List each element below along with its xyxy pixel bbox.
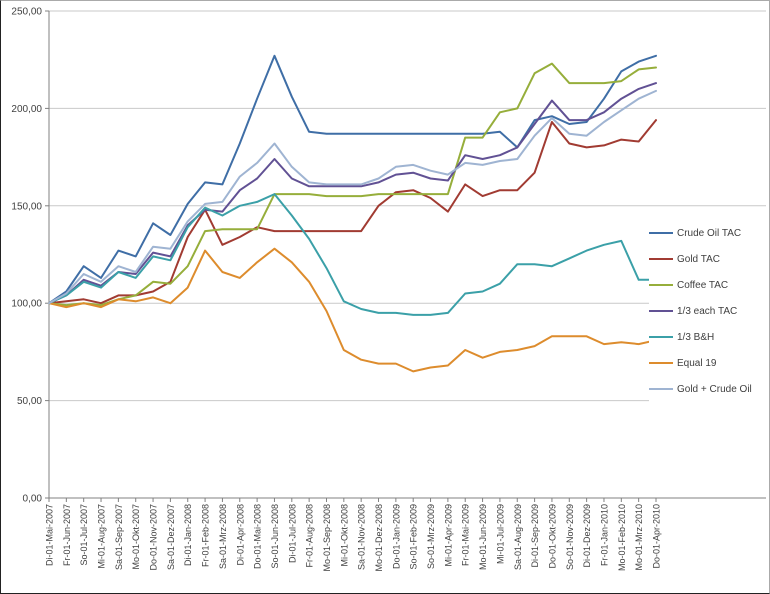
x-axis-label: Mo-01-Feb-2010 xyxy=(617,504,627,571)
series-line-1-3-each-tac xyxy=(48,82,657,305)
y-axis-label: 100,00 xyxy=(11,299,42,310)
y-axis-label: 200,00 xyxy=(11,104,42,115)
x-axis-label: Do-01-Okt-2009 xyxy=(547,504,557,569)
legend-label: 1/3 B&H xyxy=(677,331,715,343)
x-axis-label: So-01-Jun-2008 xyxy=(270,504,280,569)
legend-label: Gold TAC xyxy=(677,253,720,265)
x-axis-label: Di-01-Apr-2008 xyxy=(235,504,245,566)
x-axis-label: Do-01-Nov-2007 xyxy=(149,504,159,571)
x-axis-label: Fr-01-Aug-2008 xyxy=(305,504,315,568)
x-axis-label: Mo-01-Sep-2008 xyxy=(322,504,332,572)
y-axis-label: 250,00 xyxy=(11,7,42,18)
x-axis-label: So-01-Feb-2009 xyxy=(409,504,419,570)
x-axis-label: Mi-01-Apr-2009 xyxy=(443,504,453,567)
x-axis-label: Di-01-Dez-2009 xyxy=(582,504,592,568)
x-axis-label: Fr-01-Mai-2009 xyxy=(461,504,471,566)
x-axis-label: Sa-01-Nov-2008 xyxy=(357,504,367,570)
legend-label: Crude Oil TAC xyxy=(677,227,742,239)
x-axis-label: Fr-01-Feb-2008 xyxy=(201,504,211,567)
chart-legend: Crude Oil TAC Gold TAC Coffee TAC 1/3 each … xyxy=(649,220,769,402)
x-axis-label: Sa-01-Dez-2007 xyxy=(166,504,176,570)
x-axis-label: Di-01-Jul-2008 xyxy=(287,504,297,563)
legend-item: Gold TAC xyxy=(649,246,769,272)
legend-line-sample xyxy=(649,388,673,390)
x-axis-label: Di-01-Sep-2009 xyxy=(530,504,540,568)
x-axis-label: So-01-Jul-2007 xyxy=(79,504,89,566)
legend-item: Equal 19 xyxy=(649,350,769,376)
series-line-1-3-b-h xyxy=(48,193,657,316)
x-axis-label: Do-01-Mai-2008 xyxy=(253,504,263,569)
x-axis-label: Di-01-Mai-2007 xyxy=(45,504,55,566)
legend-line-sample xyxy=(649,232,673,234)
legend-line-sample xyxy=(649,310,673,312)
legend-item: 1/3 each TAC xyxy=(649,298,769,324)
x-axis-label: Mo-01-Mrz-2010 xyxy=(634,504,644,571)
series-line-equal-19 xyxy=(48,247,657,373)
legend-item: 1/3 B&H xyxy=(649,324,769,350)
x-axis-label: So-01-Mrz-2009 xyxy=(426,504,436,569)
legend-label: Coffee TAC xyxy=(677,279,729,291)
legend-label: Gold + Crude Oil xyxy=(677,383,752,395)
legend-item: Crude Oil TAC xyxy=(649,220,769,246)
x-axis-label: Mo-01-Jun-2009 xyxy=(478,504,488,570)
x-axis-label: Sa-01-Aug-2009 xyxy=(513,504,523,570)
x-axis-label: Sa-01-Mrz-2008 xyxy=(218,504,228,569)
legend-line-sample xyxy=(649,336,673,338)
x-axis-label: Fr-01-Jun-2007 xyxy=(62,504,72,566)
x-axis-label: Do-01-Apr-2010 xyxy=(652,504,662,569)
x-axis-label: Mi-01-Jul-2009 xyxy=(495,504,505,564)
x-axis-label: So-01-Nov-2009 xyxy=(565,504,575,570)
y-axis-label: 50,00 xyxy=(17,396,42,407)
series-line-gold-tac xyxy=(48,119,657,305)
x-axis-label: Do-01-Jan-2009 xyxy=(391,504,401,569)
x-axis-label: Sa-01-Sep-2007 xyxy=(114,504,124,570)
y-axis-label: 0,00 xyxy=(23,494,43,505)
series-line-coffee-tac xyxy=(48,62,657,307)
x-axis-label: Mo-01-Okt-2007 xyxy=(131,504,141,570)
x-axis-label: Mo-01-Dez-2008 xyxy=(374,504,384,572)
legend-item: Coffee TAC xyxy=(649,272,769,298)
x-axis-label: Mi-01-Okt-2008 xyxy=(339,504,349,567)
legend-line-sample xyxy=(649,258,673,260)
x-axis-label: Mi-01-Aug-2007 xyxy=(97,504,107,569)
legend-line-sample xyxy=(649,362,673,364)
series-line-crude-oil-tac xyxy=(48,54,657,305)
x-axis-label: Di-01-Jan-2008 xyxy=(183,504,193,566)
x-axis-label: Fr-01-Jan-2010 xyxy=(599,504,609,566)
legend-line-sample xyxy=(649,284,673,286)
y-axis-label: 150,00 xyxy=(11,201,42,212)
legend-label: Equal 19 xyxy=(677,357,717,369)
legend-label: 1/3 each TAC xyxy=(677,305,738,317)
series-line-gold-crude-oil xyxy=(48,89,657,305)
legend-item: Gold + Crude Oil xyxy=(649,376,769,402)
